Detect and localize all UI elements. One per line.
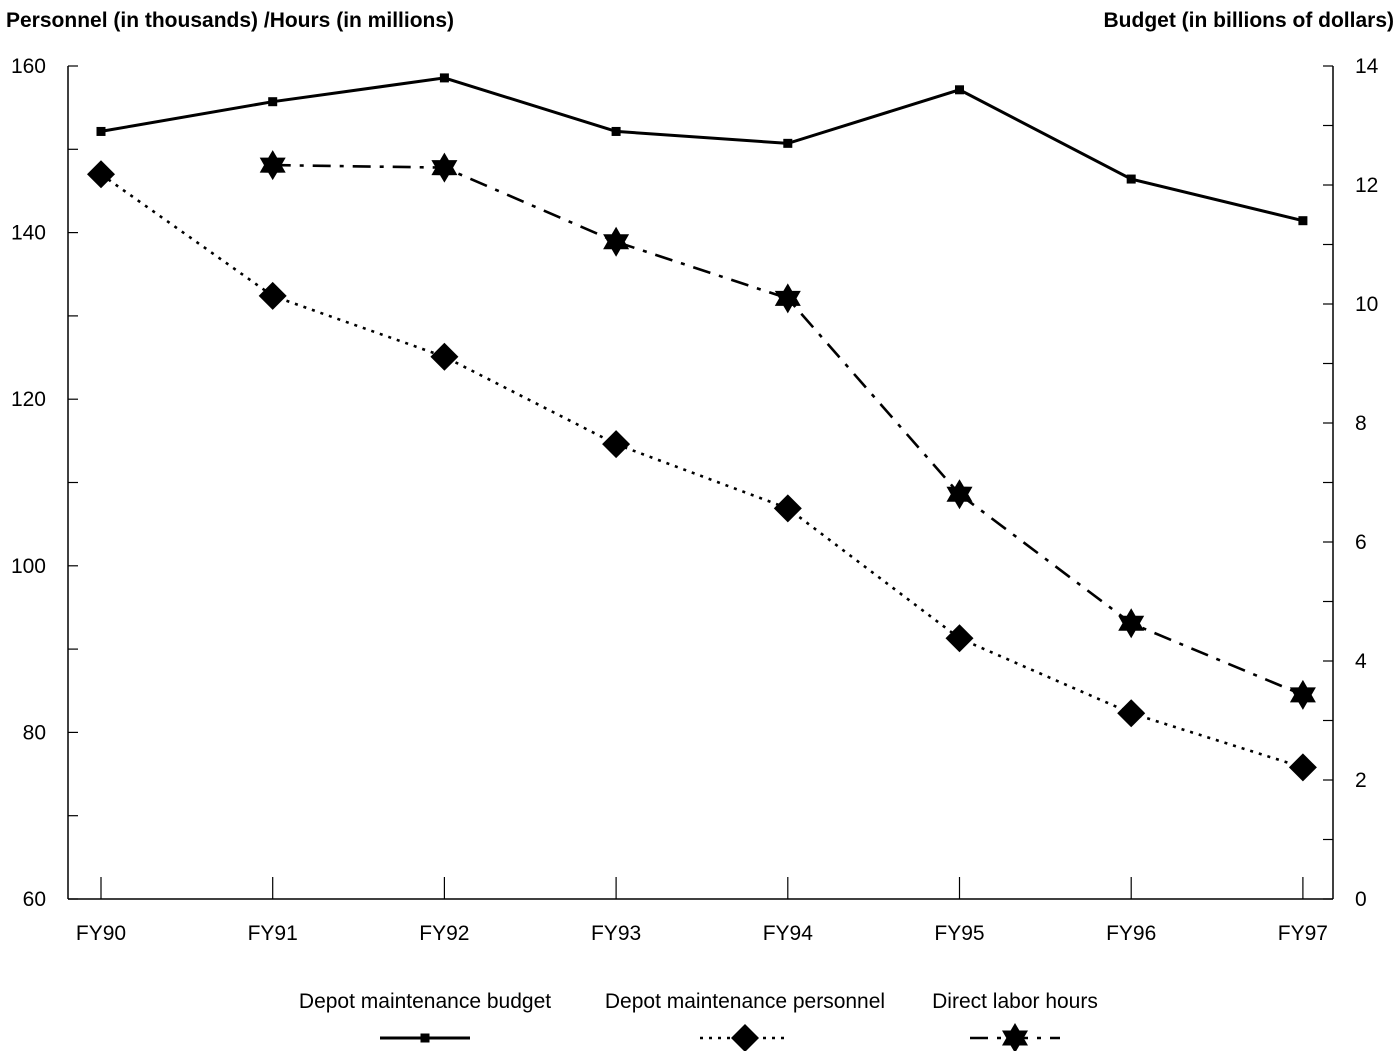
series-1-point [1288, 753, 1317, 782]
left-axis-title: Personnel (in thousands) /Hours (in mill… [6, 9, 454, 32]
x-tick-label: FY90 [76, 922, 126, 945]
series-line-0 [100, 76, 1304, 223]
series-1-point [430, 342, 459, 371]
series-0-point [1126, 174, 1136, 184]
series-1-point [602, 430, 631, 459]
legend-marker-1 [731, 1024, 759, 1051]
left-tick-label: 120 [11, 388, 46, 411]
series-1-point [1117, 699, 1146, 728]
right-tick-label: 12 [1355, 174, 1378, 197]
right-axis-title: Budget (in billions of dollars) [1104, 9, 1394, 32]
series-0-point [1298, 216, 1308, 226]
series-0-point [439, 73, 449, 83]
series-2-point [603, 226, 630, 257]
series-0-point [268, 97, 278, 107]
series-0-point [611, 126, 621, 136]
right-tick-label: 0 [1355, 888, 1367, 911]
plot-area: 60 80 100 120 140 160 0 2 4 6 8 10 12 14 FY90 FY91 FY92 F… [11, 55, 1379, 945]
series-1-point [258, 281, 287, 310]
series-line-2 [272, 163, 1304, 697]
right-tick-label: 8 [1355, 412, 1367, 435]
x-tick-label: FY96 [1106, 922, 1156, 945]
left-tick-label: 100 [11, 555, 46, 578]
legend-label-0: Depot maintenance budget [299, 990, 551, 1013]
legend: Depot maintenance budget Depot maintenanc… [299, 990, 1098, 1051]
series-2-point [1118, 608, 1145, 639]
left-tick-label: 160 [11, 55, 46, 78]
legend-label-1: Depot maintenance personnel [605, 990, 885, 1013]
right-tick-label: 14 [1355, 55, 1379, 78]
left-tick-label: 140 [11, 222, 46, 245]
legend-marker-2 [1002, 1023, 1028, 1051]
left-tick-label: 60 [23, 888, 46, 911]
series-1-point [773, 494, 802, 523]
series-2-point [946, 479, 973, 510]
series-2-point [774, 283, 801, 314]
series-0-point [96, 126, 106, 136]
x-tick-label: FY93 [591, 922, 641, 945]
left-tick-label: 80 [23, 721, 46, 744]
right-tick-label: 2 [1355, 769, 1367, 792]
series-1-point [945, 624, 974, 653]
legend-label-2: Direct labor hours [932, 990, 1098, 1013]
legend-marker-0 [420, 1033, 430, 1043]
series-2-point [259, 150, 286, 181]
right-tick-label: 10 [1355, 293, 1378, 316]
x-tick-label: FY92 [419, 922, 469, 945]
x-tick-label: FY91 [248, 922, 298, 945]
series-1-point [87, 160, 115, 189]
series-2-point [1289, 679, 1316, 710]
series-2-point [431, 152, 458, 183]
right-tick-label: 4 [1355, 650, 1367, 673]
right-tick-label: 6 [1355, 531, 1367, 554]
x-tick-label: FY95 [934, 922, 984, 945]
series-0-point [783, 138, 793, 148]
x-tick-label: FY94 [763, 922, 814, 945]
series-0-point [955, 85, 964, 95]
x-tick-label: FY97 [1278, 922, 1328, 945]
series-line-1 [100, 173, 1304, 769]
